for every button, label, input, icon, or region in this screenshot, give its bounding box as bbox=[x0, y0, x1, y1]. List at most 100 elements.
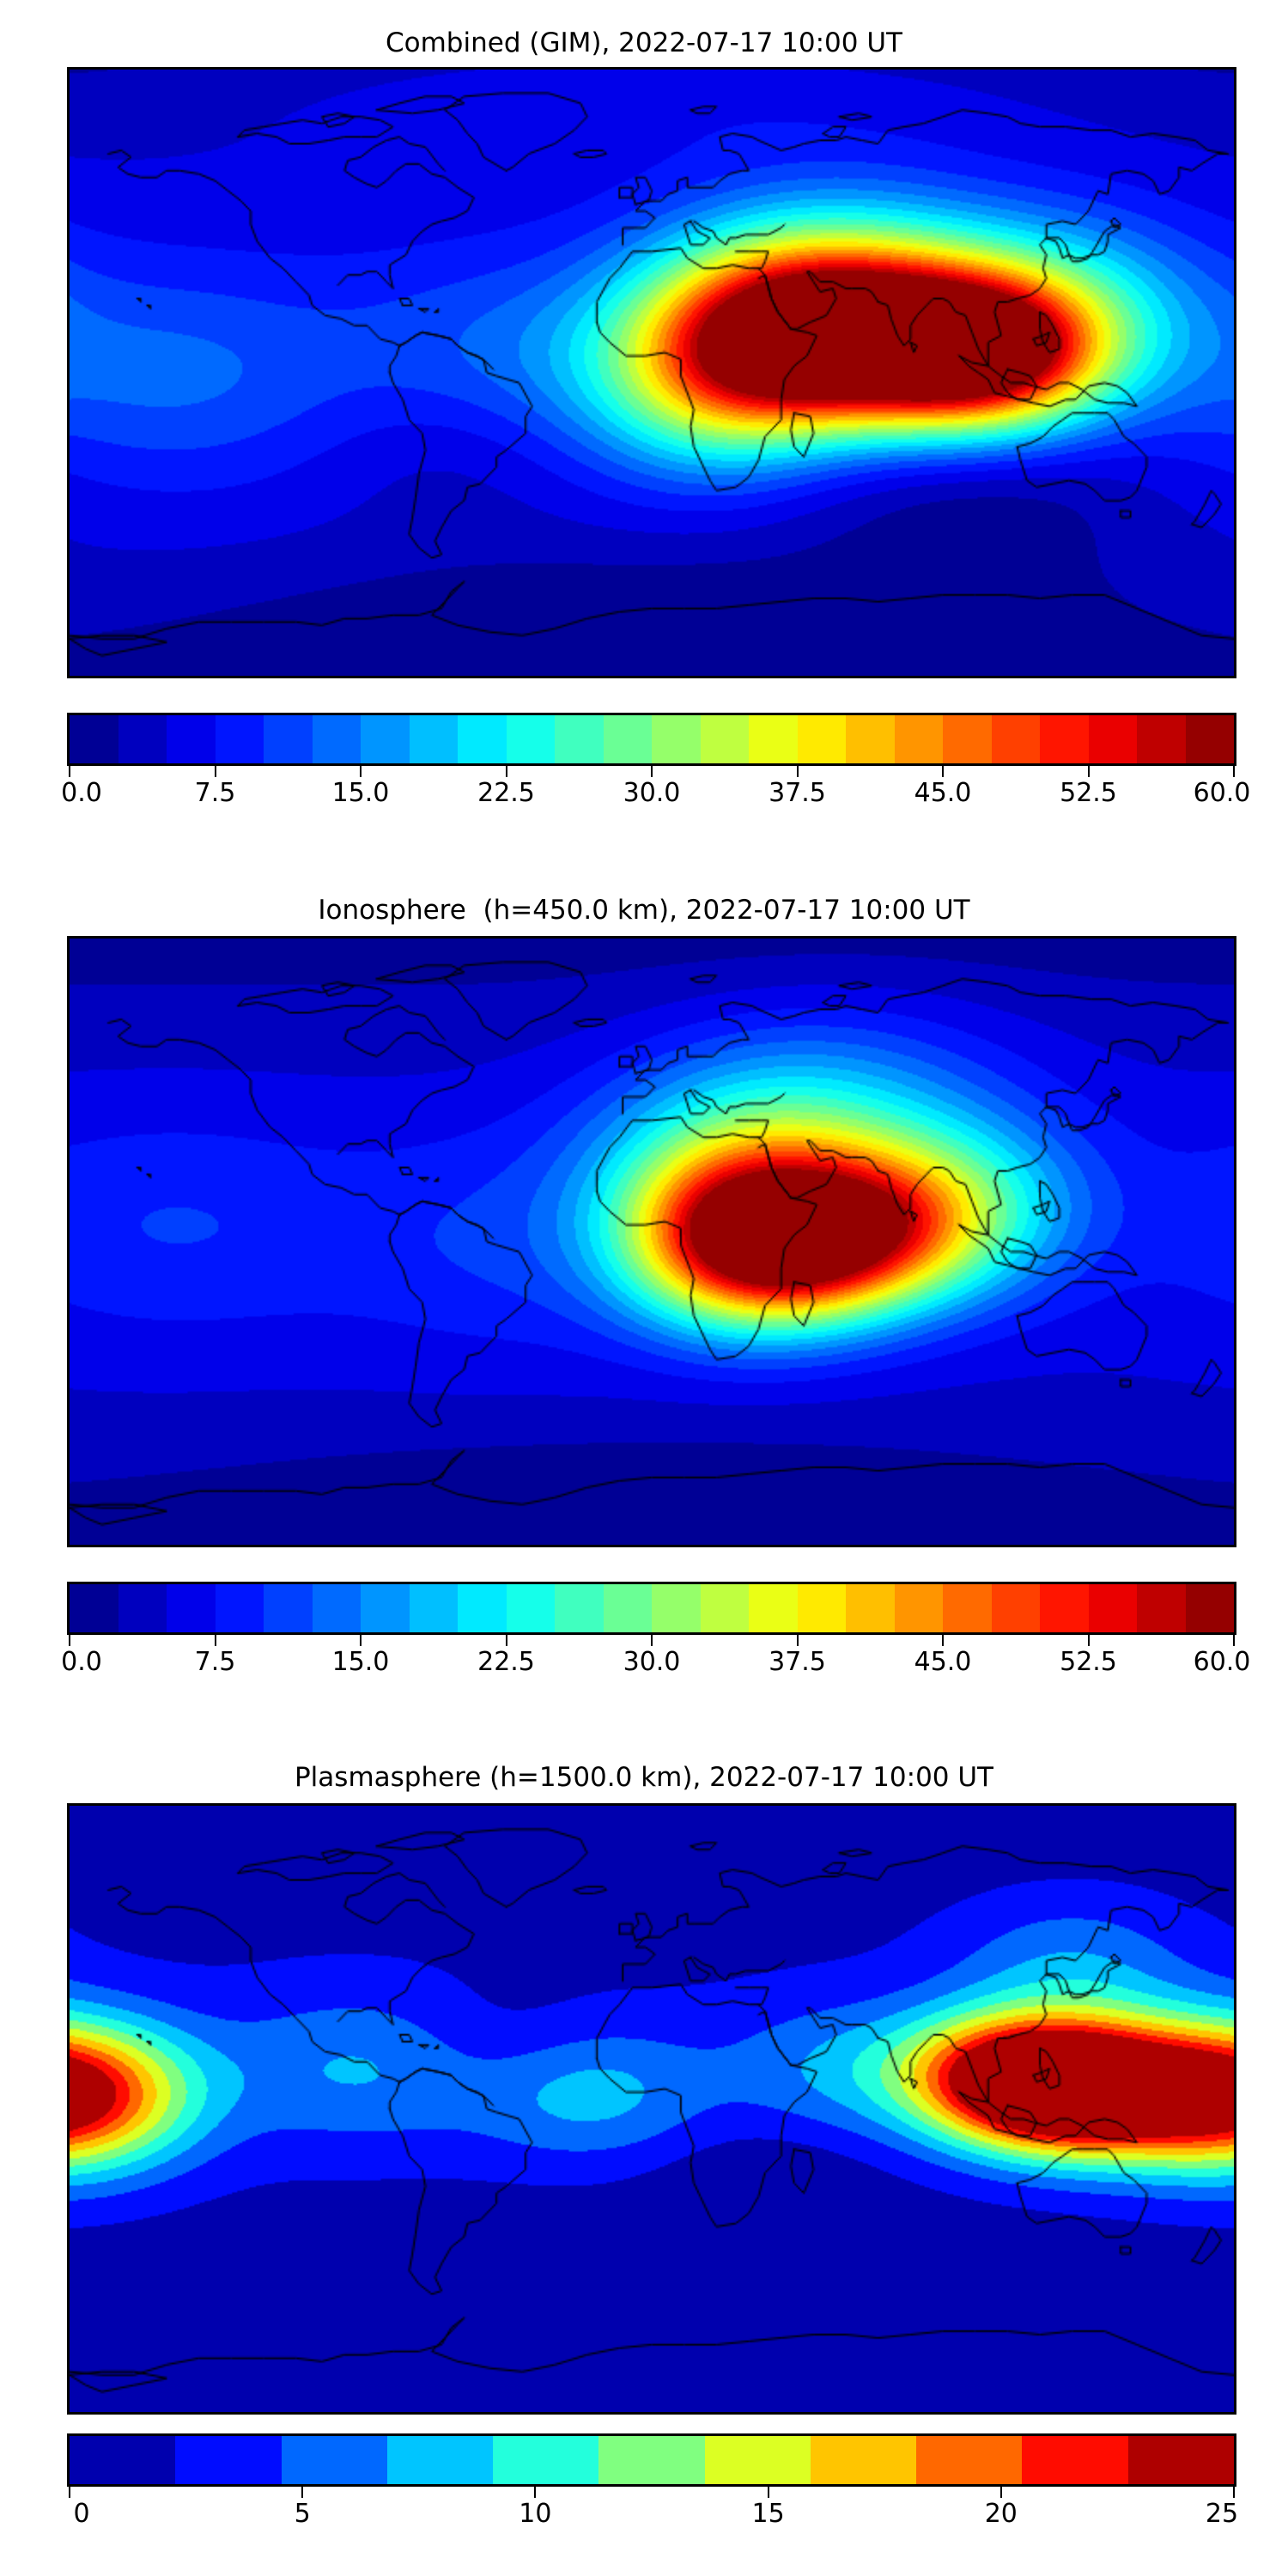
colorbar-ticks-combined bbox=[67, 766, 1236, 778]
colorbar-segment bbox=[603, 1584, 652, 1632]
colorbar-segment bbox=[652, 715, 701, 763]
colorbar-segment bbox=[1127, 2436, 1234, 2484]
colorbar-segment bbox=[1137, 715, 1186, 763]
colorbar-tick bbox=[360, 1635, 361, 1646]
colorbar-segment bbox=[555, 715, 604, 763]
colorbar-tick-label: 20 bbox=[984, 2499, 1018, 2529]
colorbar-tick-label: 52.5 bbox=[1060, 778, 1117, 808]
colorbar-tick-label: 15.0 bbox=[331, 1647, 390, 1677]
colorbar-tick-label: 37.5 bbox=[769, 1647, 826, 1677]
colorbar-labels-ionosphere: 0.0 7.5 15.0 22.5 30.0 37.5 45.0 52.5 60.0 bbox=[61, 1647, 1250, 1681]
colorbar-segment bbox=[810, 2436, 917, 2484]
colorbar-segment bbox=[603, 715, 652, 763]
map-canvas-combined bbox=[70, 70, 1234, 676]
colorbar-segment bbox=[167, 715, 216, 763]
colorbar-segment bbox=[118, 715, 167, 763]
colorbar-segment bbox=[1022, 2436, 1128, 2484]
colorbar-segment bbox=[652, 1584, 701, 1632]
colorbar-tick-label: 45.0 bbox=[914, 778, 972, 808]
colorbar-tick-label: 15.0 bbox=[331, 778, 390, 808]
colorbar-segment bbox=[281, 2436, 387, 2484]
colorbar-segment bbox=[70, 2436, 176, 2484]
colorbar-segment bbox=[749, 1584, 798, 1632]
map-combined-gim bbox=[67, 67, 1236, 678]
colorbar-segment bbox=[312, 1584, 361, 1632]
colorbar-tick-label: 0.0 bbox=[61, 1647, 102, 1677]
colorbar-segment bbox=[312, 715, 361, 763]
colorbar-segment bbox=[1088, 1584, 1137, 1632]
colorbar-tick bbox=[1087, 766, 1090, 777]
colorbar-segment bbox=[991, 1584, 1040, 1632]
colorbar-tick-label: 45.0 bbox=[914, 1647, 972, 1677]
colorbar-tick-label: 25 bbox=[1205, 2499, 1239, 2529]
colorbar-gradient-combined bbox=[67, 713, 1236, 766]
colorbar-tick-label: 30.0 bbox=[623, 1647, 681, 1677]
colorbar-combined: 0.0 7.5 15.0 22.5 30.0 37.5 45.0 52.5 60.0 bbox=[61, 713, 1250, 812]
colorbar-tick-label: 0.0 bbox=[61, 778, 102, 808]
colorbar-labels-plasmasphere: 0 5 10 15 20 25 bbox=[67, 2499, 1239, 2533]
colorbar-ionosphere: 0.0 7.5 15.0 22.5 30.0 37.5 45.0 52.5 60.0 bbox=[61, 1582, 1250, 1681]
colorbar-segment bbox=[215, 715, 264, 763]
colorbar-tick-label: 22.5 bbox=[477, 778, 535, 808]
colorbar-tick-label: 60.0 bbox=[1193, 778, 1251, 808]
page-title-plasmasphere: Plasmasphere (h=1500.0 km), 2022-07-17 1… bbox=[294, 1762, 993, 1793]
colorbar-segment bbox=[1185, 1584, 1234, 1632]
colorbar-tick-label: 15 bbox=[751, 2499, 785, 2529]
colorbar-segment bbox=[506, 1584, 555, 1632]
colorbar-segment bbox=[894, 1584, 943, 1632]
colorbar-tick bbox=[651, 1635, 653, 1646]
panel-ionosphere: Ionosphere (h=450.0 km), 2022-07-17 10:0… bbox=[0, 859, 1288, 1726]
colorbar-tick bbox=[1087, 1635, 1090, 1646]
colorbar-tick bbox=[651, 766, 653, 777]
colorbar-tick bbox=[942, 766, 944, 777]
page-title-combined: Combined (GIM), 2022-07-17 10:00 UT bbox=[386, 27, 902, 58]
colorbar-segment bbox=[264, 1584, 313, 1632]
colorbar-tick bbox=[214, 766, 216, 777]
colorbar-segment bbox=[749, 715, 798, 763]
colorbar-gradient-plasmasphere bbox=[67, 2433, 1236, 2487]
panel-plasmasphere: Plasmasphere (h=1500.0 km), 2022-07-17 1… bbox=[0, 1726, 1288, 2576]
colorbar-tick-label: 0 bbox=[73, 2499, 90, 2529]
colorbar-segment bbox=[1040, 715, 1089, 763]
colorbar-segment bbox=[361, 715, 410, 763]
colorbar-ticks-plasmasphere bbox=[67, 2487, 1236, 2499]
colorbar-segment bbox=[797, 715, 846, 763]
colorbar-segment bbox=[704, 2436, 811, 2484]
colorbar-segment bbox=[215, 1584, 264, 1632]
colorbar-segment bbox=[1185, 715, 1234, 763]
colorbar-segment bbox=[458, 1584, 507, 1632]
colorbar-tick bbox=[942, 1635, 944, 1646]
colorbar-tick-label: 22.5 bbox=[477, 1647, 535, 1677]
colorbar-segment bbox=[555, 1584, 604, 1632]
colorbar-segment bbox=[1137, 1584, 1186, 1632]
colorbar-segment bbox=[493, 2436, 599, 2484]
colorbar-tick bbox=[999, 2487, 1002, 2498]
colorbar-segment bbox=[846, 715, 895, 763]
colorbar-tick bbox=[796, 1635, 799, 1646]
colorbar-tick-label: 5 bbox=[294, 2499, 311, 2529]
colorbar-tick bbox=[505, 1635, 507, 1646]
colorbar-tick bbox=[796, 766, 799, 777]
colorbar-tick bbox=[534, 2487, 537, 2498]
colorbar-segment bbox=[598, 2436, 705, 2484]
colorbar-tick bbox=[767, 2487, 769, 2498]
colorbar-tick bbox=[505, 766, 507, 777]
colorbar-tick bbox=[69, 1635, 70, 1646]
colorbar-segment bbox=[916, 2436, 1023, 2484]
colorbar-segment bbox=[700, 1584, 749, 1632]
map-canvas-ionosphere bbox=[70, 939, 1234, 1545]
colorbar-segment bbox=[361, 1584, 410, 1632]
colorbar-plasmasphere: 0 5 10 15 20 25 bbox=[67, 2433, 1239, 2533]
colorbar-tick-label: 7.5 bbox=[194, 1647, 236, 1677]
colorbar-segment bbox=[506, 715, 555, 763]
colorbar-tick bbox=[301, 2487, 304, 2498]
colorbar-segment bbox=[167, 1584, 216, 1632]
colorbar-tick-label: 52.5 bbox=[1060, 1647, 1117, 1677]
colorbar-segment bbox=[458, 715, 507, 763]
colorbar-tick bbox=[1233, 766, 1235, 777]
colorbar-segment bbox=[386, 2436, 494, 2484]
panel-combined-gim: Combined (GIM), 2022-07-17 10:00 UT 0.0 7… bbox=[0, 0, 1288, 859]
colorbar-ticks-ionosphere bbox=[67, 1635, 1236, 1647]
page-title-ionosphere: Ionosphere (h=450.0 km), 2022-07-17 10:0… bbox=[318, 895, 970, 926]
colorbar-labels-combined: 0.0 7.5 15.0 22.5 30.0 37.5 45.0 52.5 60.0 bbox=[61, 778, 1250, 812]
